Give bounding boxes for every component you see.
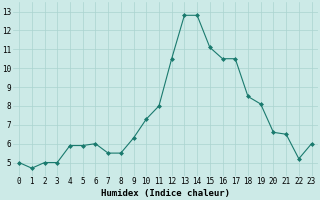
X-axis label: Humidex (Indice chaleur): Humidex (Indice chaleur) — [101, 189, 230, 198]
